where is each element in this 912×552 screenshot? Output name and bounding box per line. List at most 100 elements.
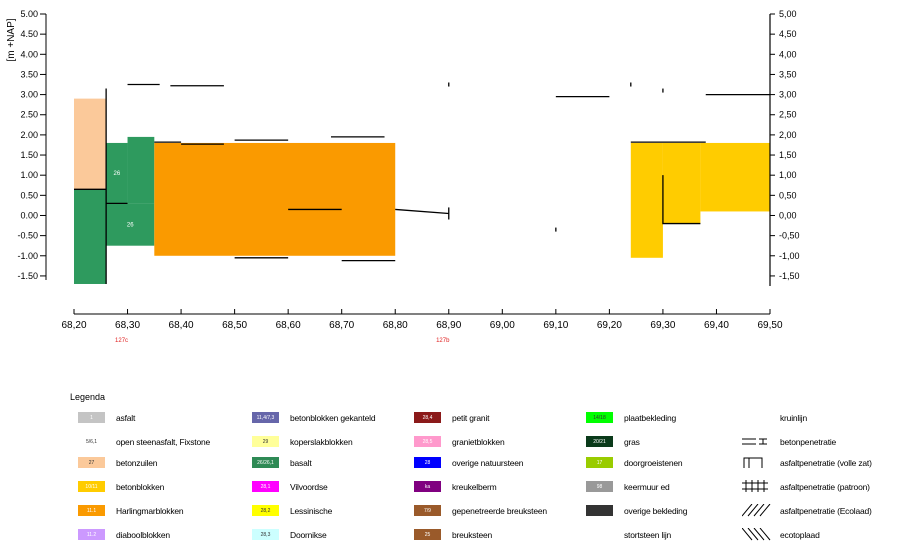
legend-label: Harlingmarblokken bbox=[116, 505, 184, 516]
legend-symbol-icon bbox=[743, 457, 763, 468]
legend-swatch: 28,2 bbox=[252, 505, 279, 516]
x-tick-label-10: 69,20 bbox=[597, 320, 622, 331]
legend-swatch: ka bbox=[414, 481, 441, 492]
section-marker-1: 127b bbox=[436, 338, 450, 344]
legend-item: ecotoplaad bbox=[742, 528, 820, 541]
y-tick-label-right-5: 2,50 bbox=[779, 110, 797, 120]
legend-label: betonblokken gekanteld bbox=[290, 412, 376, 423]
legend-item: betonpenetratie bbox=[742, 435, 836, 448]
legend-label: keermuur ed bbox=[624, 481, 670, 492]
legend-label: open steenasfalt, Fixstone bbox=[116, 436, 211, 447]
legend-item: 28,2 Lessinische bbox=[252, 504, 332, 517]
legend-item: 17 doorgroeistenen bbox=[586, 456, 683, 469]
legend-label: ecotoplaad bbox=[780, 529, 820, 540]
legend-item: kruinlijn bbox=[742, 411, 807, 424]
legend-swatch: 1 bbox=[78, 412, 105, 423]
legend-item: 11,4/7,3 betonblokken gekanteld bbox=[252, 411, 376, 424]
legend-swatch bbox=[586, 505, 613, 516]
x-tick-label-12: 69,40 bbox=[704, 320, 729, 331]
x-tick-label-7: 68,90 bbox=[436, 320, 461, 331]
y-tick-label-left-5: 2.50 bbox=[20, 110, 38, 120]
block-label-4: 26 bbox=[127, 223, 134, 229]
x-tick-label-1: 68,30 bbox=[115, 320, 140, 331]
legend-label: overige natuursteen bbox=[452, 457, 524, 468]
y-tick-label-right-4: 3,00 bbox=[779, 90, 797, 100]
legend-label: betonpenetratie bbox=[780, 436, 837, 447]
legend-swatch: 98 bbox=[586, 481, 613, 492]
y-tick-label-right-10: 0,00 bbox=[779, 210, 797, 220]
y-tick-label-left-8: 1.00 bbox=[20, 170, 38, 180]
x-tick-label-6: 68,80 bbox=[383, 320, 408, 331]
y-tick-label-right-7: 1,50 bbox=[779, 150, 797, 160]
block-8 bbox=[700, 142, 770, 212]
x-tick-label-13: 69,50 bbox=[757, 320, 782, 331]
profile-line-12 bbox=[395, 208, 449, 215]
legend-item: 26/26,1 basalt bbox=[252, 456, 312, 469]
legend-item: stortsteen lijn bbox=[586, 528, 671, 541]
x-tick-label-2: 68,40 bbox=[169, 320, 194, 331]
x-tick-label-3: 68,50 bbox=[222, 320, 247, 331]
legend-swatch: 27 bbox=[78, 457, 105, 468]
y-tick-label-right-11: -0,50 bbox=[779, 231, 800, 241]
legend-item: 29 koperslakblokken bbox=[252, 435, 353, 448]
legend-item: 5/6,1 open steenasfalt, Fixstone bbox=[78, 435, 210, 448]
legend-symbol-icon bbox=[742, 528, 771, 541]
legend-item: 1 asfalt bbox=[78, 411, 135, 424]
x-tick-label-0: 68,20 bbox=[61, 320, 86, 331]
legend-item: 25 breuksteen bbox=[414, 528, 492, 541]
legend-item: 28,5 granietblokken bbox=[414, 435, 505, 448]
y-tick-label-left-11: -0.50 bbox=[17, 231, 38, 241]
legend-swatch: 28,3 bbox=[252, 529, 279, 540]
y-tick-label-left-2: 4.00 bbox=[20, 49, 38, 59]
legend-swatch: 14/18 bbox=[586, 412, 613, 423]
legend-symbol-icon bbox=[742, 411, 772, 424]
legend-label: betonblokken bbox=[116, 481, 165, 492]
block-3 bbox=[127, 136, 155, 204]
legend-swatch: 25 bbox=[414, 529, 441, 540]
legend-label: basalt bbox=[290, 457, 312, 468]
legend-item: 14/18 plaatbekleding bbox=[586, 411, 676, 424]
legend-item: 28,3 Doornikse bbox=[252, 528, 327, 541]
legend-swatch: 26/26,1 bbox=[252, 457, 279, 468]
legend-item: asfaltpenetratie (Ecolaad) bbox=[742, 504, 872, 517]
y-tick-label-right-3: 3,50 bbox=[779, 69, 797, 79]
material-blocks: 26 26 bbox=[74, 98, 770, 284]
y-axis-label: [m +NAP] bbox=[6, 18, 17, 61]
legend-label: asfaltpenetratie (patroon) bbox=[780, 481, 870, 492]
x-tick-label-4: 68,60 bbox=[276, 320, 301, 331]
legend-item: asfaltpenetratie (patroon) bbox=[742, 480, 870, 493]
legend-swatch: 10/11 bbox=[78, 481, 105, 492]
legend-item: 10/11 betonblokken bbox=[78, 480, 164, 493]
y-tick-label-right-6: 2,00 bbox=[779, 130, 797, 140]
block-label-2: 26 bbox=[113, 171, 120, 177]
legend-label: kruinlijn bbox=[780, 412, 808, 423]
y-tick-label-left-12: -1.00 bbox=[17, 251, 38, 261]
block-7 bbox=[662, 142, 701, 224]
legend-label: granietblokken bbox=[452, 436, 505, 447]
legend-item: 20/21 gras bbox=[586, 435, 640, 448]
block-0 bbox=[74, 98, 107, 190]
legend-swatch: 28,5 bbox=[414, 436, 441, 447]
legend-label: doorgroeistenen bbox=[624, 457, 683, 468]
legend-item: 27 betonzuilen bbox=[78, 456, 157, 469]
y-tick-label-right-0: 5,00 bbox=[779, 9, 797, 19]
legend-item: asfaltpenetratie (volle zat) bbox=[742, 456, 872, 469]
legend-label: asfaltpenetratie (volle zat) bbox=[780, 457, 872, 468]
legend-item: 98 keermuur ed bbox=[586, 480, 670, 493]
profile-chart: 26 26 5.00 5,00 4.50 4,50 4.00 4,00 3.50 3,50 3.0… bbox=[6, 9, 800, 344]
legend-item: ka kreukelberm bbox=[414, 480, 497, 493]
block-2 bbox=[106, 142, 128, 204]
y-tick-label-left-13: -1.50 bbox=[17, 271, 38, 281]
block-1 bbox=[74, 189, 107, 284]
y-tick-label-left-6: 2.00 bbox=[20, 130, 38, 140]
legend-label: asfaltpenetratie (Ecolaad) bbox=[780, 505, 872, 516]
profile-line-21 bbox=[662, 175, 701, 225]
y-tick-label-left-0: 5.00 bbox=[20, 9, 38, 19]
y-tick-label-left-4: 3.00 bbox=[20, 90, 38, 100]
y-tick-label-left-10: 0.00 bbox=[20, 210, 38, 220]
y-tick-label-left-3: 3.50 bbox=[20, 69, 38, 79]
y-tick-label-left-7: 1.50 bbox=[20, 150, 38, 160]
y-tick-label-right-1: 4,50 bbox=[779, 29, 797, 39]
x-tick-label-5: 68,70 bbox=[329, 320, 354, 331]
legend-label: Lessinische bbox=[290, 505, 333, 516]
